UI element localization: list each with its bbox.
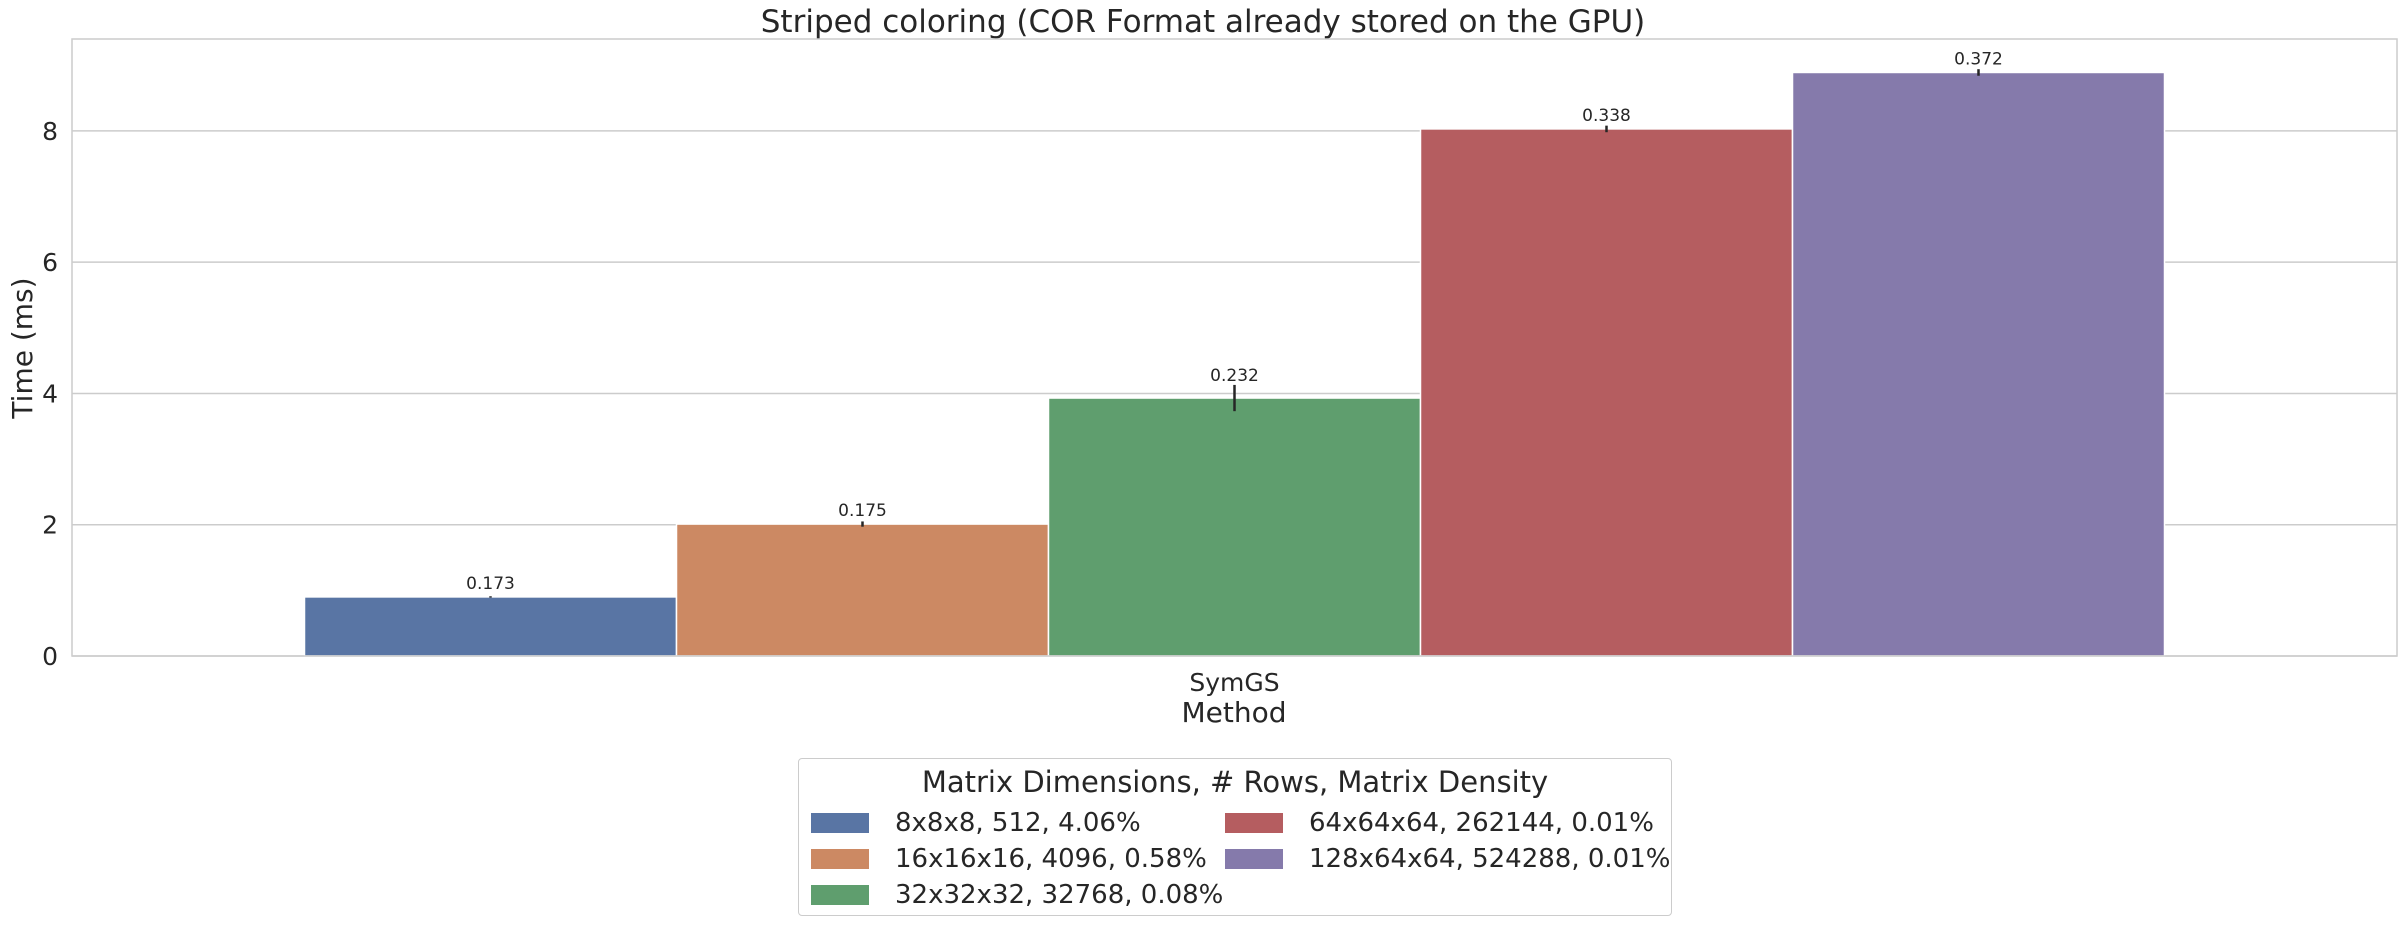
y-tick-label: 4 xyxy=(42,379,58,408)
y-tick-label: 8 xyxy=(42,117,58,146)
legend-label: 64x64x64, 262144, 0.01% xyxy=(1309,808,1654,838)
legend-label: 8x8x8, 512, 4.06% xyxy=(895,808,1141,838)
x-axis-label: Method xyxy=(1181,696,1286,729)
legend-swatch xyxy=(811,885,869,905)
legend-item: 128x64x64, 524288, 0.01% xyxy=(1225,841,1670,877)
legend-entries: 8x8x8, 512, 4.06% 16x16x16, 4096, 0.58% 32… xyxy=(811,805,1670,913)
bar xyxy=(1419,128,1794,657)
bars: 0.173 0.175 0.232 0.338 0.372 xyxy=(303,49,2166,657)
legend-item: 64x64x64, 262144, 0.01% xyxy=(1225,805,1654,841)
y-tick-label: 2 xyxy=(42,511,58,540)
legend-item: 8x8x8, 512, 4.06% xyxy=(811,805,1225,841)
legend: Matrix Dimensions, # Rows, Matrix Densit… xyxy=(798,758,1672,916)
legend-label: 128x64x64, 524288, 0.01% xyxy=(1309,844,1671,874)
legend-swatch xyxy=(1225,813,1283,833)
legend-swatch xyxy=(811,849,869,869)
legend-title: Matrix Dimensions, # Rows, Matrix Densit… xyxy=(921,765,1549,799)
bar xyxy=(1047,397,1422,657)
bar xyxy=(303,596,678,657)
y-tick-labels: 0 2 4 6 8 xyxy=(42,117,58,671)
legend-item: 16x16x16, 4096, 0.58% xyxy=(811,841,1225,877)
data-label: 0.175 xyxy=(838,501,887,521)
bar xyxy=(1791,71,2166,657)
x-tick-labels: SymGS xyxy=(1189,668,1279,697)
legend-label: 16x16x16, 4096, 0.58% xyxy=(895,844,1207,874)
legend-label: 32x32x32, 32768, 0.08% xyxy=(895,880,1224,910)
data-label: 0.338 xyxy=(1582,106,1631,126)
y-axis-label: Time (ms) xyxy=(6,277,39,419)
y-tick-label: 6 xyxy=(42,248,58,277)
chart-title: Striped coloring (COR Format already sto… xyxy=(761,4,1645,40)
x-tick-label: SymGS xyxy=(1189,668,1279,697)
data-label: 0.173 xyxy=(466,574,515,594)
legend-item: 32x32x32, 32768, 0.08% xyxy=(811,877,1225,913)
bar xyxy=(675,523,1050,657)
legend-swatch xyxy=(1225,849,1283,869)
plot-area-frame xyxy=(71,38,2398,657)
data-label: 0.232 xyxy=(1210,366,1259,386)
legend-swatch xyxy=(811,813,869,833)
data-label: 0.372 xyxy=(1954,49,2003,69)
y-tick-label: 0 xyxy=(42,642,58,671)
